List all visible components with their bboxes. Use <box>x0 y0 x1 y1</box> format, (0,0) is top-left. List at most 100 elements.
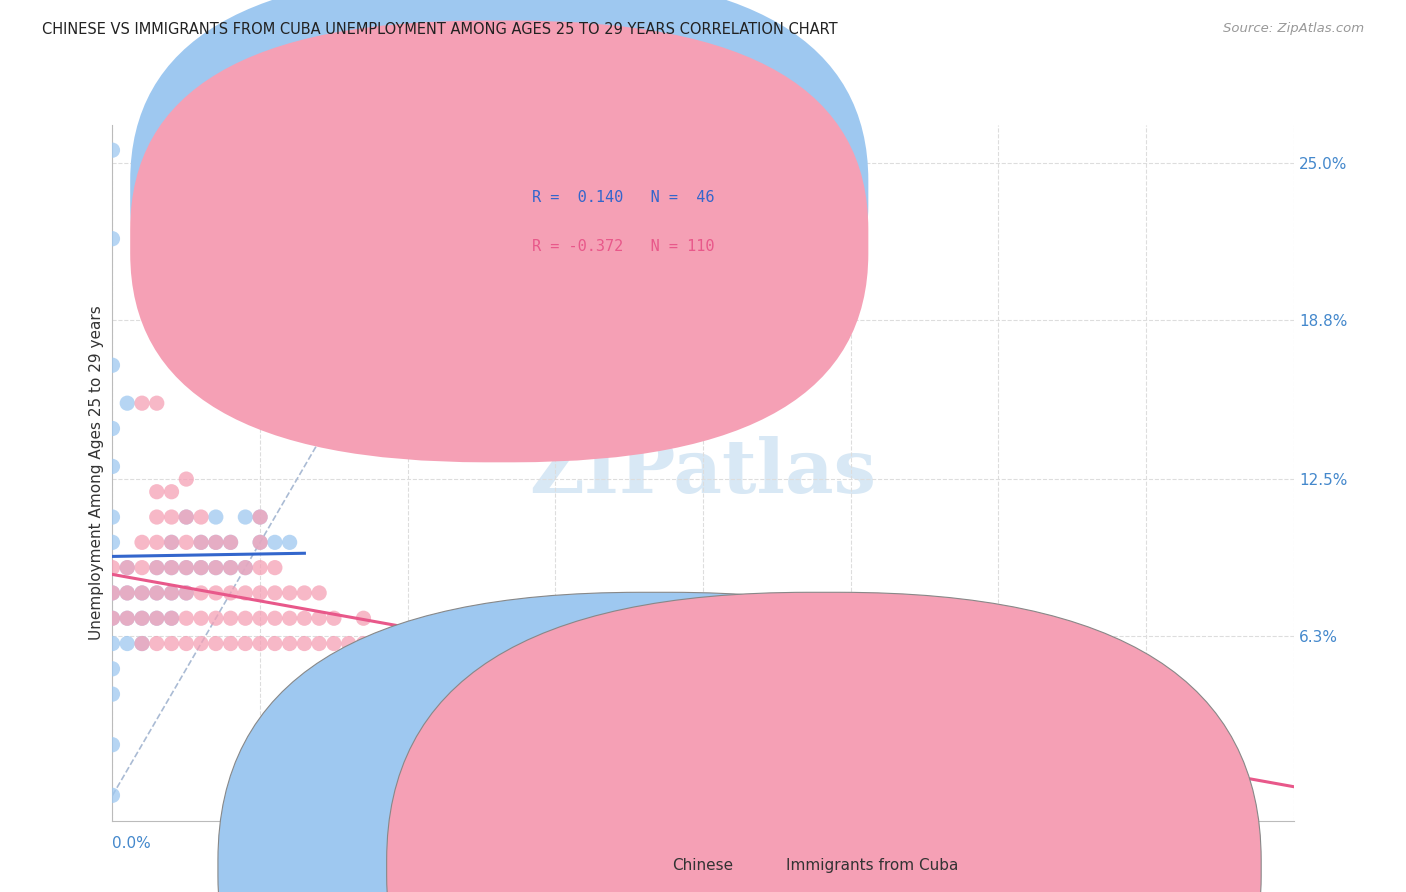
Point <box>249 535 271 549</box>
Point <box>205 510 228 524</box>
Point <box>117 560 138 574</box>
Point <box>101 586 124 600</box>
Point <box>146 611 169 625</box>
FancyBboxPatch shape <box>131 21 869 462</box>
Point <box>292 586 315 600</box>
Point <box>205 535 228 549</box>
Point <box>131 636 153 650</box>
Point <box>160 586 183 600</box>
Point <box>160 510 183 524</box>
Text: Immigrants from Cuba: Immigrants from Cuba <box>786 858 957 872</box>
Point <box>117 396 138 410</box>
Point <box>219 535 242 549</box>
Point <box>219 535 242 549</box>
Point <box>174 472 197 486</box>
Point <box>101 611 124 625</box>
Point <box>1062 687 1084 701</box>
Point <box>190 535 212 549</box>
Point <box>131 560 153 574</box>
Point <box>101 789 124 803</box>
Point <box>131 396 153 410</box>
Point <box>382 662 405 676</box>
Point <box>205 586 228 600</box>
Text: ZIPatlas: ZIPatlas <box>530 436 876 509</box>
Point <box>117 586 138 600</box>
Point <box>174 535 197 549</box>
Point <box>131 636 153 650</box>
Point <box>619 662 641 676</box>
Point <box>396 636 419 650</box>
Point <box>146 396 169 410</box>
Point <box>249 535 271 549</box>
Point <box>441 662 464 676</box>
Point <box>174 560 197 574</box>
Text: Source: ZipAtlas.com: Source: ZipAtlas.com <box>1223 22 1364 36</box>
Point <box>205 560 228 574</box>
Point <box>529 687 551 701</box>
Point <box>146 484 169 499</box>
Point <box>264 611 287 625</box>
Point <box>441 687 464 701</box>
Point <box>233 611 256 625</box>
Point <box>131 586 153 600</box>
Point <box>160 636 183 650</box>
Point <box>544 662 567 676</box>
Point <box>558 687 582 701</box>
Point <box>146 560 169 574</box>
Point <box>101 662 124 676</box>
Point <box>367 662 389 676</box>
Point <box>117 560 138 574</box>
Point <box>426 662 449 676</box>
Point <box>160 535 183 549</box>
Point <box>146 586 169 600</box>
Point <box>411 662 433 676</box>
Point <box>101 459 124 474</box>
Point <box>101 738 124 752</box>
Text: 0.0%: 0.0% <box>112 836 152 851</box>
Point <box>174 586 197 600</box>
Point <box>249 636 271 650</box>
Point <box>190 510 212 524</box>
Point <box>233 560 256 574</box>
Point <box>219 611 242 625</box>
Point <box>470 687 494 701</box>
FancyBboxPatch shape <box>456 145 810 285</box>
Point <box>101 421 124 435</box>
Point <box>456 662 478 676</box>
Point <box>205 535 228 549</box>
Point <box>101 232 124 246</box>
Point <box>574 687 596 701</box>
Point <box>117 611 138 625</box>
Point <box>205 560 228 574</box>
Point <box>190 535 212 549</box>
Point <box>264 560 287 574</box>
Point <box>692 636 714 650</box>
Point <box>190 636 212 650</box>
Point <box>117 611 138 625</box>
Point <box>174 636 197 650</box>
Text: R =  0.140   N =  46: R = 0.140 N = 46 <box>531 190 714 205</box>
Point <box>264 586 287 600</box>
Point <box>987 662 1010 676</box>
Point <box>470 662 494 676</box>
Point <box>160 560 183 574</box>
Point <box>323 636 346 650</box>
Point <box>766 662 789 676</box>
Point <box>101 358 124 372</box>
Point <box>219 560 242 574</box>
Point <box>692 687 714 701</box>
FancyBboxPatch shape <box>131 0 869 414</box>
Text: Chinese: Chinese <box>672 858 734 872</box>
Point <box>174 510 197 524</box>
Point <box>323 611 346 625</box>
Point <box>249 586 271 600</box>
Point <box>160 535 183 549</box>
Point <box>174 510 197 524</box>
Point <box>174 611 197 625</box>
Point <box>914 662 936 676</box>
Point <box>249 560 271 574</box>
Point <box>766 687 789 701</box>
Point <box>278 611 301 625</box>
Point <box>278 636 301 650</box>
Point <box>352 662 374 676</box>
